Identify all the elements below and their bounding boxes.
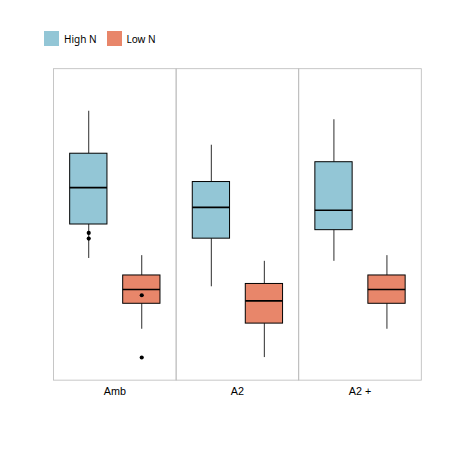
html-text:High N: High N	[64, 31, 97, 46]
svg-text:A2: A2	[231, 385, 244, 397]
svg-text:Amb: Amb	[104, 385, 126, 397]
html-text:Low N: Low N	[126, 31, 156, 46]
svg-text:A2 +: A2 +	[349, 385, 371, 397]
